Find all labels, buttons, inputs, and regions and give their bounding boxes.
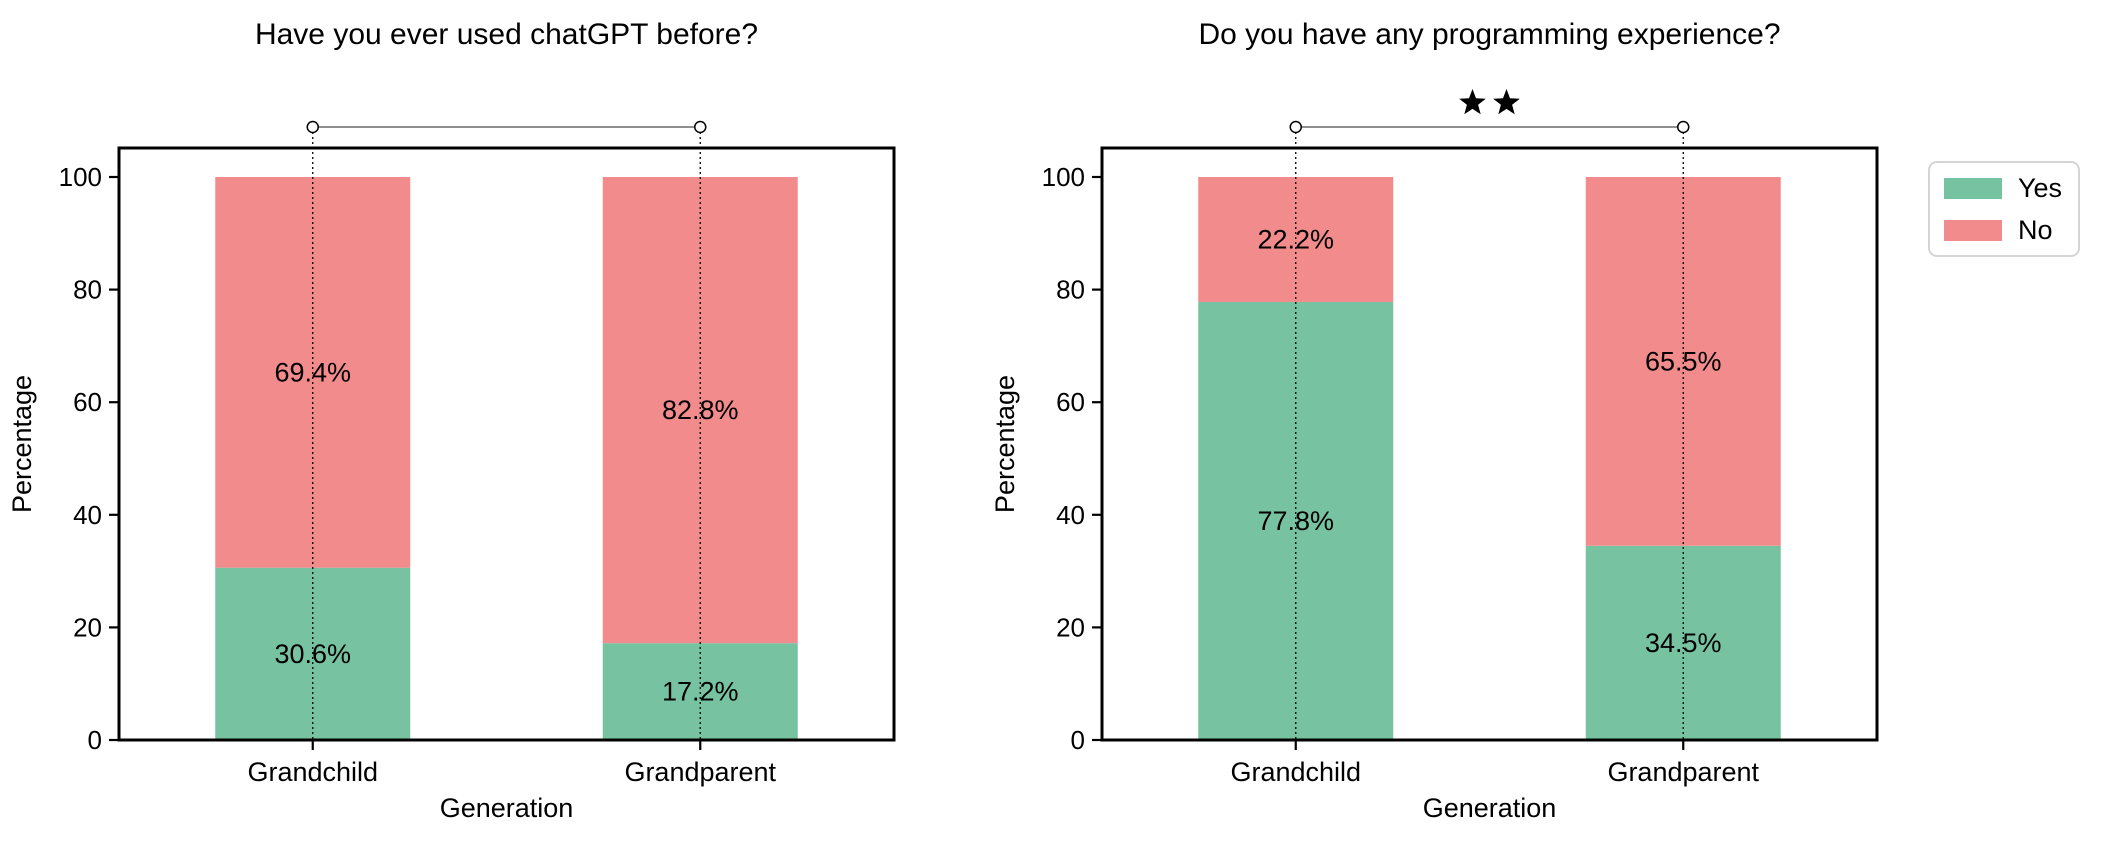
y-tick-label: 100 [59,162,102,192]
segment-label: 17.2% [662,677,739,707]
chart-title: Have you ever used chatGPT before? [255,18,758,51]
x-axis-label: Generation [1423,793,1557,823]
bar-segment-grandparent-no [602,177,798,644]
y-tick-label: 60 [73,387,102,417]
y-axis-label: Percentage [7,375,37,513]
y-tick-label: 20 [73,612,102,642]
bracket-endpoint-circle-icon [1289,120,1302,134]
x-tick-label: Grandchild [247,757,378,787]
segment-label: 22.2% [1257,224,1334,254]
y-tick-label: 0 [88,725,102,755]
legend-swatch-yes-icon [1944,177,2002,199]
y-tick-label: 0 [1071,725,1085,755]
chart-title: Do you have any programming experience? [1199,18,1781,51]
chart-left: 30.6% 69.4% 17.2% 82.8% 0 20 40 60 80 100 Grandchi… [7,18,896,823]
y-tick-label: 60 [1056,387,1085,417]
y-tick-label: 40 [1056,500,1085,530]
x-tick-label: Grandparent [624,757,776,787]
segment-label: 77.8% [1257,506,1334,536]
legend: Yes No [1928,161,2080,257]
bar-segment-grandchild-yes [1198,301,1394,740]
chart-right: 77.8% 22.2% 34.5% 65.5% 0 20 40 60 80 100 Grandchi… [990,18,1879,823]
significance-star-icon [1459,89,1486,115]
bracket-endpoint-circle-icon [1677,120,1690,134]
legend-item-yes: Yes [1944,173,2064,204]
y-tick-label: 80 [1056,275,1085,305]
legend-swatch-no-icon [1944,219,2002,241]
segment-label: 82.8% [662,395,739,425]
legend-label-no: No [2018,214,2053,245]
axes-frame [1100,146,1879,742]
y-tick-label: 80 [73,275,102,305]
bracket-endpoint-circle-icon [306,120,319,134]
axes-frame [117,146,896,742]
legend-label-yes: Yes [2018,172,2063,203]
legend-item-no: No [1944,215,2064,246]
y-axis-label: Percentage [990,375,1020,513]
significance-star-icon [1493,89,1520,115]
segment-label: 34.5% [1645,628,1722,658]
x-tick-label: Grandparent [1607,757,1759,787]
bracket-endpoint-circle-icon [694,120,707,134]
segment-label: 69.4% [274,357,351,387]
y-tick-label: 100 [1042,162,1085,192]
y-tick-label: 40 [73,500,102,530]
x-tick-label: Grandchild [1230,757,1361,787]
x-axis-label: Generation [440,793,574,823]
y-tick-label: 20 [1056,612,1085,642]
segment-label: 65.5% [1645,346,1722,376]
segment-label: 30.6% [274,639,351,669]
